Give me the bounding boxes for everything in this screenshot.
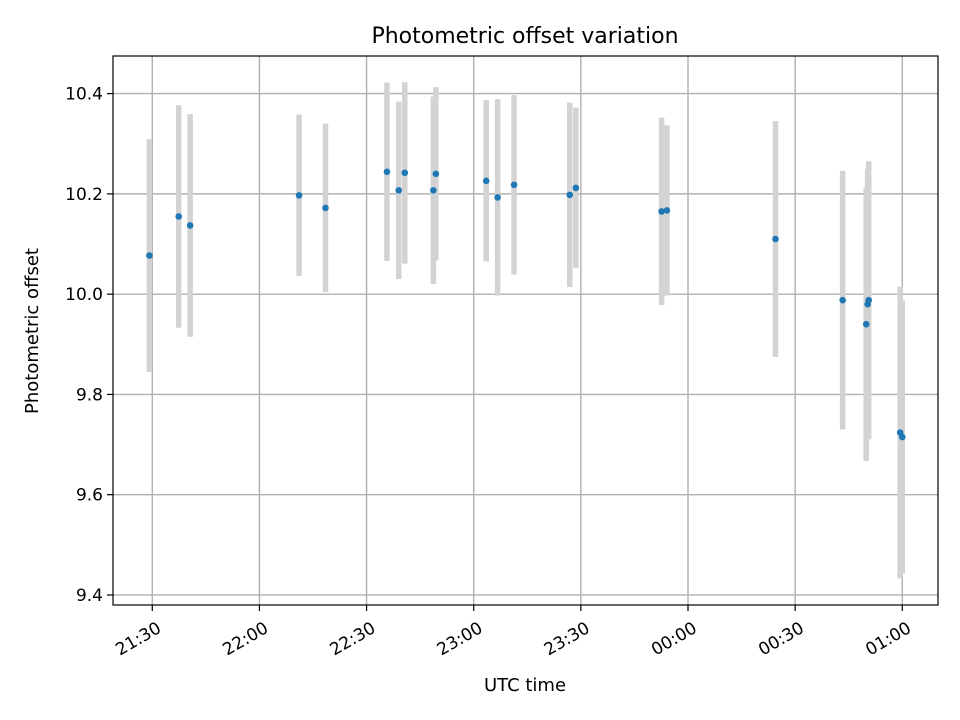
x-axis-label: UTC time <box>484 675 566 696</box>
y-tick-label: 9.6 <box>76 486 103 506</box>
data-point <box>663 207 671 214</box>
data-point <box>772 235 779 243</box>
data-point <box>395 187 403 194</box>
plot-frame <box>112 55 939 606</box>
data-point <box>186 222 194 229</box>
data-point <box>572 184 580 192</box>
data-point <box>898 433 906 441</box>
chart-title: Photometric offset variation <box>371 24 678 49</box>
data-point <box>482 177 490 185</box>
data-point <box>146 252 153 259</box>
data-point <box>430 187 437 194</box>
data-point <box>865 296 873 304</box>
data-point <box>383 168 391 176</box>
data-point <box>658 208 665 215</box>
data-point <box>401 169 409 177</box>
y-tick-label: 10.4 <box>65 85 103 105</box>
grid-layer <box>113 56 938 605</box>
data-point <box>322 204 329 212</box>
y-tick-label: 10.2 <box>65 185 103 205</box>
data-point <box>175 213 183 220</box>
data-point <box>494 194 501 201</box>
y-tick-label: 9.8 <box>76 385 103 405</box>
y-axis-label: Photometric offset <box>22 248 43 414</box>
data-point <box>432 170 440 178</box>
data-point <box>839 296 846 304</box>
data-point <box>510 181 518 189</box>
data-point <box>862 320 870 328</box>
y-tick-label: 9.4 <box>76 586 103 606</box>
point-layer <box>146 168 906 441</box>
y-tick-label: 10.0 <box>65 285 103 305</box>
data-point <box>295 192 303 199</box>
data-point <box>566 191 574 199</box>
